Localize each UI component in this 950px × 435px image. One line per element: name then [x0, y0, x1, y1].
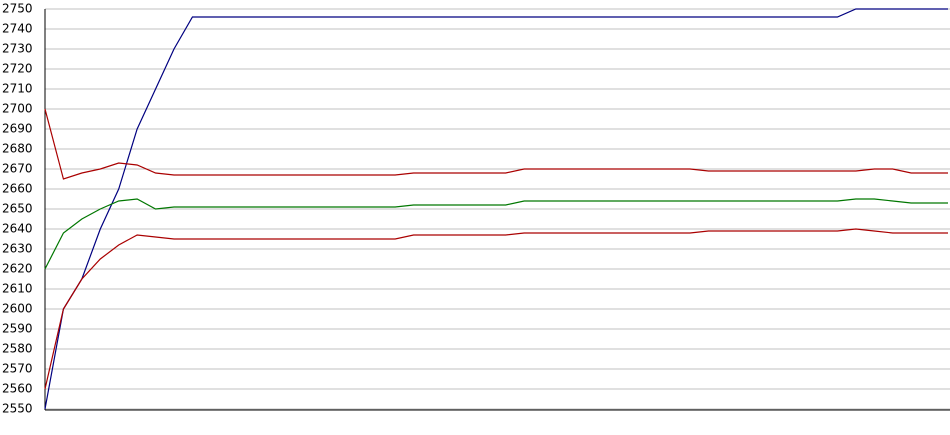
- series-line: [44, 108, 948, 180]
- y-tick-label: 2680: [2, 142, 33, 156]
- y-tick-label: 2630: [2, 242, 33, 256]
- series-line: [44, 228, 948, 390]
- y-tick-label: 2650: [2, 202, 33, 216]
- y-tick-label: 2640: [2, 222, 33, 236]
- y-tick-label: 2720: [2, 62, 33, 76]
- y-tick-label: 2570: [2, 362, 33, 376]
- y-tick-label: 2550: [2, 402, 33, 416]
- y-tick-label: 2590: [2, 322, 33, 336]
- y-tick-label: 2620: [2, 262, 33, 276]
- series-line: [44, 198, 948, 270]
- y-tick-label: 2560: [2, 382, 33, 396]
- y-tick-label: 2750: [2, 2, 33, 16]
- y-tick-label: 2730: [2, 42, 33, 56]
- y-tick-label: 2700: [2, 102, 33, 116]
- y-tick-label: 2600: [2, 302, 33, 316]
- y-tick-label: 2740: [2, 22, 33, 36]
- y-tick-label: 2660: [2, 182, 33, 196]
- y-tick-label: 2610: [2, 282, 33, 296]
- y-tick-label: 2710: [2, 82, 33, 96]
- y-tick-label: 2670: [2, 162, 33, 176]
- y-tick-label: 2690: [2, 122, 33, 136]
- y-tick-label: 2580: [2, 342, 33, 356]
- series-line: [44, 8, 948, 410]
